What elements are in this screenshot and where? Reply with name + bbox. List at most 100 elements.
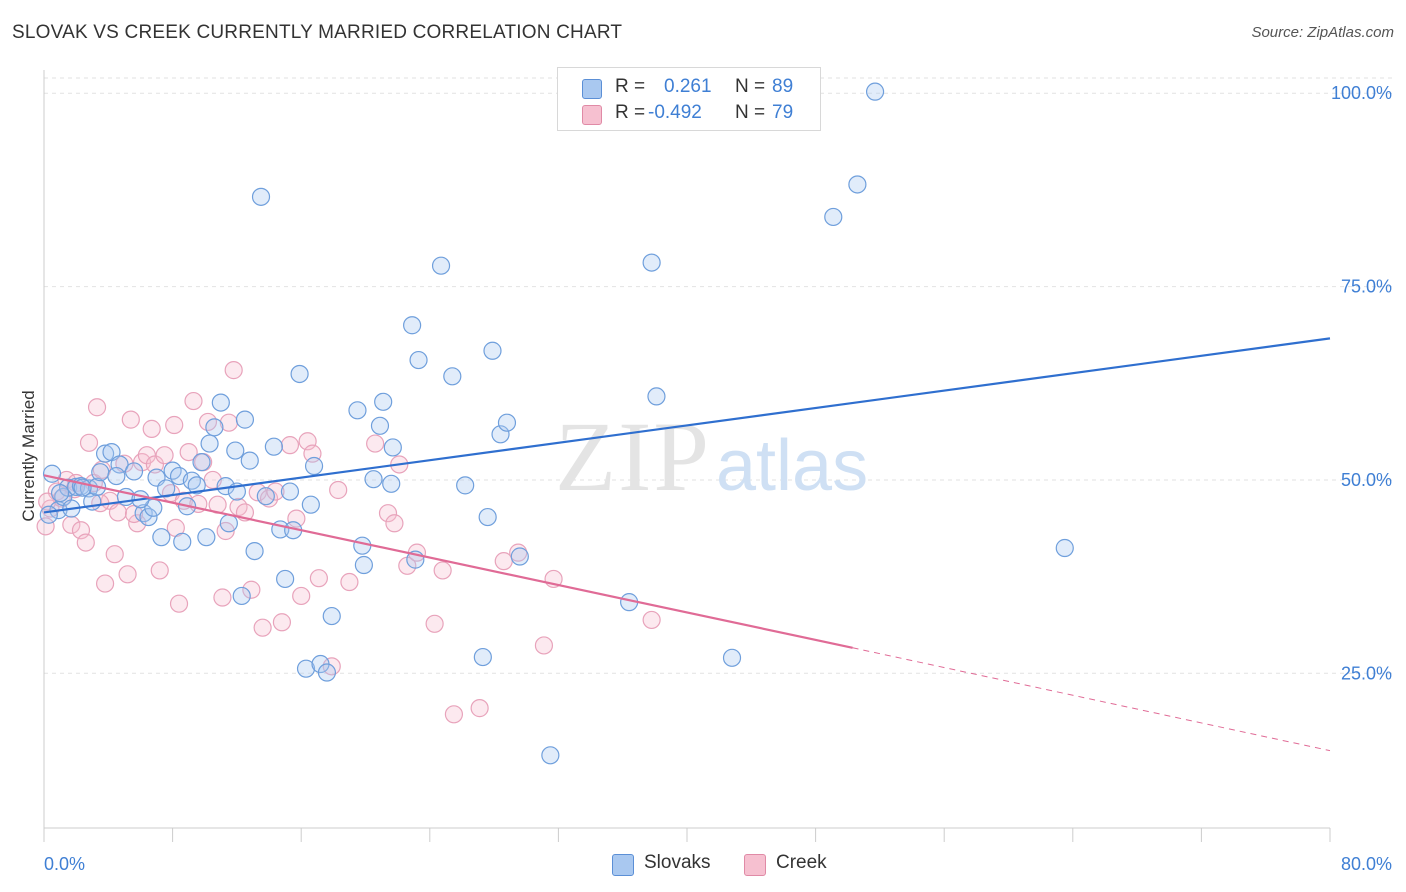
slovaks-trend-line	[43, 337, 1331, 514]
trend-lines	[43, 337, 1331, 752]
slovaks-point	[409, 350, 428, 370]
watermark-zip: ZIP	[555, 401, 711, 512]
slovaks-point	[301, 495, 320, 514]
slovaks-point	[205, 418, 224, 437]
n-label: N =	[735, 76, 766, 97]
creek-point	[76, 533, 95, 552]
slovaks-point	[431, 256, 451, 275]
slovaks-legend-swatch	[612, 854, 634, 876]
creek-point	[121, 410, 140, 429]
r-value: -0.492	[648, 102, 702, 123]
slovaks-point	[124, 462, 144, 481]
creek-point	[224, 361, 243, 380]
slovaks-point	[317, 663, 337, 682]
slovaks-point	[192, 453, 211, 472]
creek-point	[470, 699, 489, 718]
creek-point	[150, 561, 169, 580]
correlation-legend: R = 0.261 N = 89 R = -0.492 N = 79	[557, 67, 821, 131]
slovaks-swatch	[582, 79, 602, 99]
slovaks-point	[173, 532, 192, 551]
creek-point	[118, 565, 137, 584]
creek-point	[292, 586, 311, 606]
legend-row-slovaks: R = 0.261 N = 89	[558, 76, 820, 102]
creek-legend-swatch	[744, 854, 766, 876]
y-tick-label: 75.0%	[1341, 277, 1392, 297]
legend-row-creek: R = -0.492 N = 79	[558, 102, 820, 128]
creek-point	[534, 636, 554, 655]
slovaks-point	[152, 528, 171, 547]
slovaks-point	[824, 207, 843, 227]
slovaks-point	[541, 746, 560, 765]
creek-point	[425, 614, 444, 633]
creek-point	[253, 618, 272, 637]
slovaks-point	[50, 483, 70, 503]
slovaks-point	[256, 487, 275, 506]
slovaks-point	[235, 410, 255, 429]
creek-point	[95, 574, 115, 593]
r-value: 0.261	[664, 76, 712, 97]
slovaks-point	[353, 536, 372, 555]
n-value: 79	[772, 102, 794, 123]
creek-point	[169, 594, 189, 613]
slovaks-point	[42, 464, 62, 483]
creek-point	[179, 442, 198, 462]
creek-point	[266, 482, 285, 501]
slovaks-point	[370, 416, 390, 435]
slovaks-point	[478, 507, 497, 527]
slovaks-point	[848, 175, 867, 194]
slovaks-point	[443, 367, 462, 386]
slovaks-point	[290, 364, 309, 384]
slovaks-point	[647, 387, 666, 406]
creek-point	[444, 705, 464, 724]
axes	[43, 70, 1331, 842]
slovaks-point	[264, 437, 283, 456]
creek-point	[87, 398, 107, 417]
watermark: ZIP atlas	[555, 401, 868, 512]
creek-point	[165, 415, 184, 435]
creek-point	[272, 613, 292, 632]
creek-point	[329, 480, 348, 500]
slovaks-point	[226, 441, 245, 460]
slovaks-point	[383, 438, 402, 457]
slovaks-point	[187, 476, 206, 495]
r-label: R =	[615, 76, 646, 97]
creek-trend-line	[43, 474, 853, 649]
creek-point	[280, 436, 300, 455]
tick-labels: 25.0% 50.0% 75.0% 100.0% 0.0% 80.0%	[44, 83, 1392, 874]
creek-swatch	[582, 105, 602, 125]
slovaks-point	[497, 413, 517, 432]
creek-point	[322, 657, 341, 676]
creek-point	[108, 503, 128, 522]
creek-point	[309, 569, 328, 588]
slovaks-point	[219, 514, 238, 533]
slovaks-point	[642, 253, 661, 272]
slovaks-point	[354, 555, 373, 575]
slovaks-point	[240, 451, 259, 470]
slovaks-point	[456, 476, 475, 495]
y-tick-label: 50.0%	[1341, 470, 1392, 490]
creek-point	[340, 572, 359, 592]
creek-point	[36, 517, 55, 536]
slovaks-point	[374, 392, 393, 411]
slovaks-point	[304, 456, 324, 476]
slovaks-point	[197, 528, 216, 547]
creek-point	[184, 391, 203, 411]
n-label: N =	[735, 102, 766, 123]
slovaks-point	[364, 470, 383, 489]
slovaks-point	[473, 647, 492, 667]
source-note: Source: ZipAtlas.com	[1251, 24, 1394, 41]
x-tick-label: 0.0%	[44, 854, 85, 874]
slovaks-point	[483, 341, 502, 360]
creek-point	[259, 489, 279, 508]
slovaks-point	[91, 463, 110, 482]
slovaks-point	[722, 648, 742, 667]
slovaks-point	[865, 82, 885, 101]
creek-legend-label: Creek	[776, 852, 827, 873]
slovaks-point	[276, 569, 295, 589]
slovaks-point	[107, 466, 126, 486]
slovaks-point	[322, 606, 341, 626]
n-value: 89	[772, 76, 794, 97]
creek-trend-extension	[852, 647, 1331, 752]
slovaks-legend-label: Slovaks	[644, 852, 711, 873]
